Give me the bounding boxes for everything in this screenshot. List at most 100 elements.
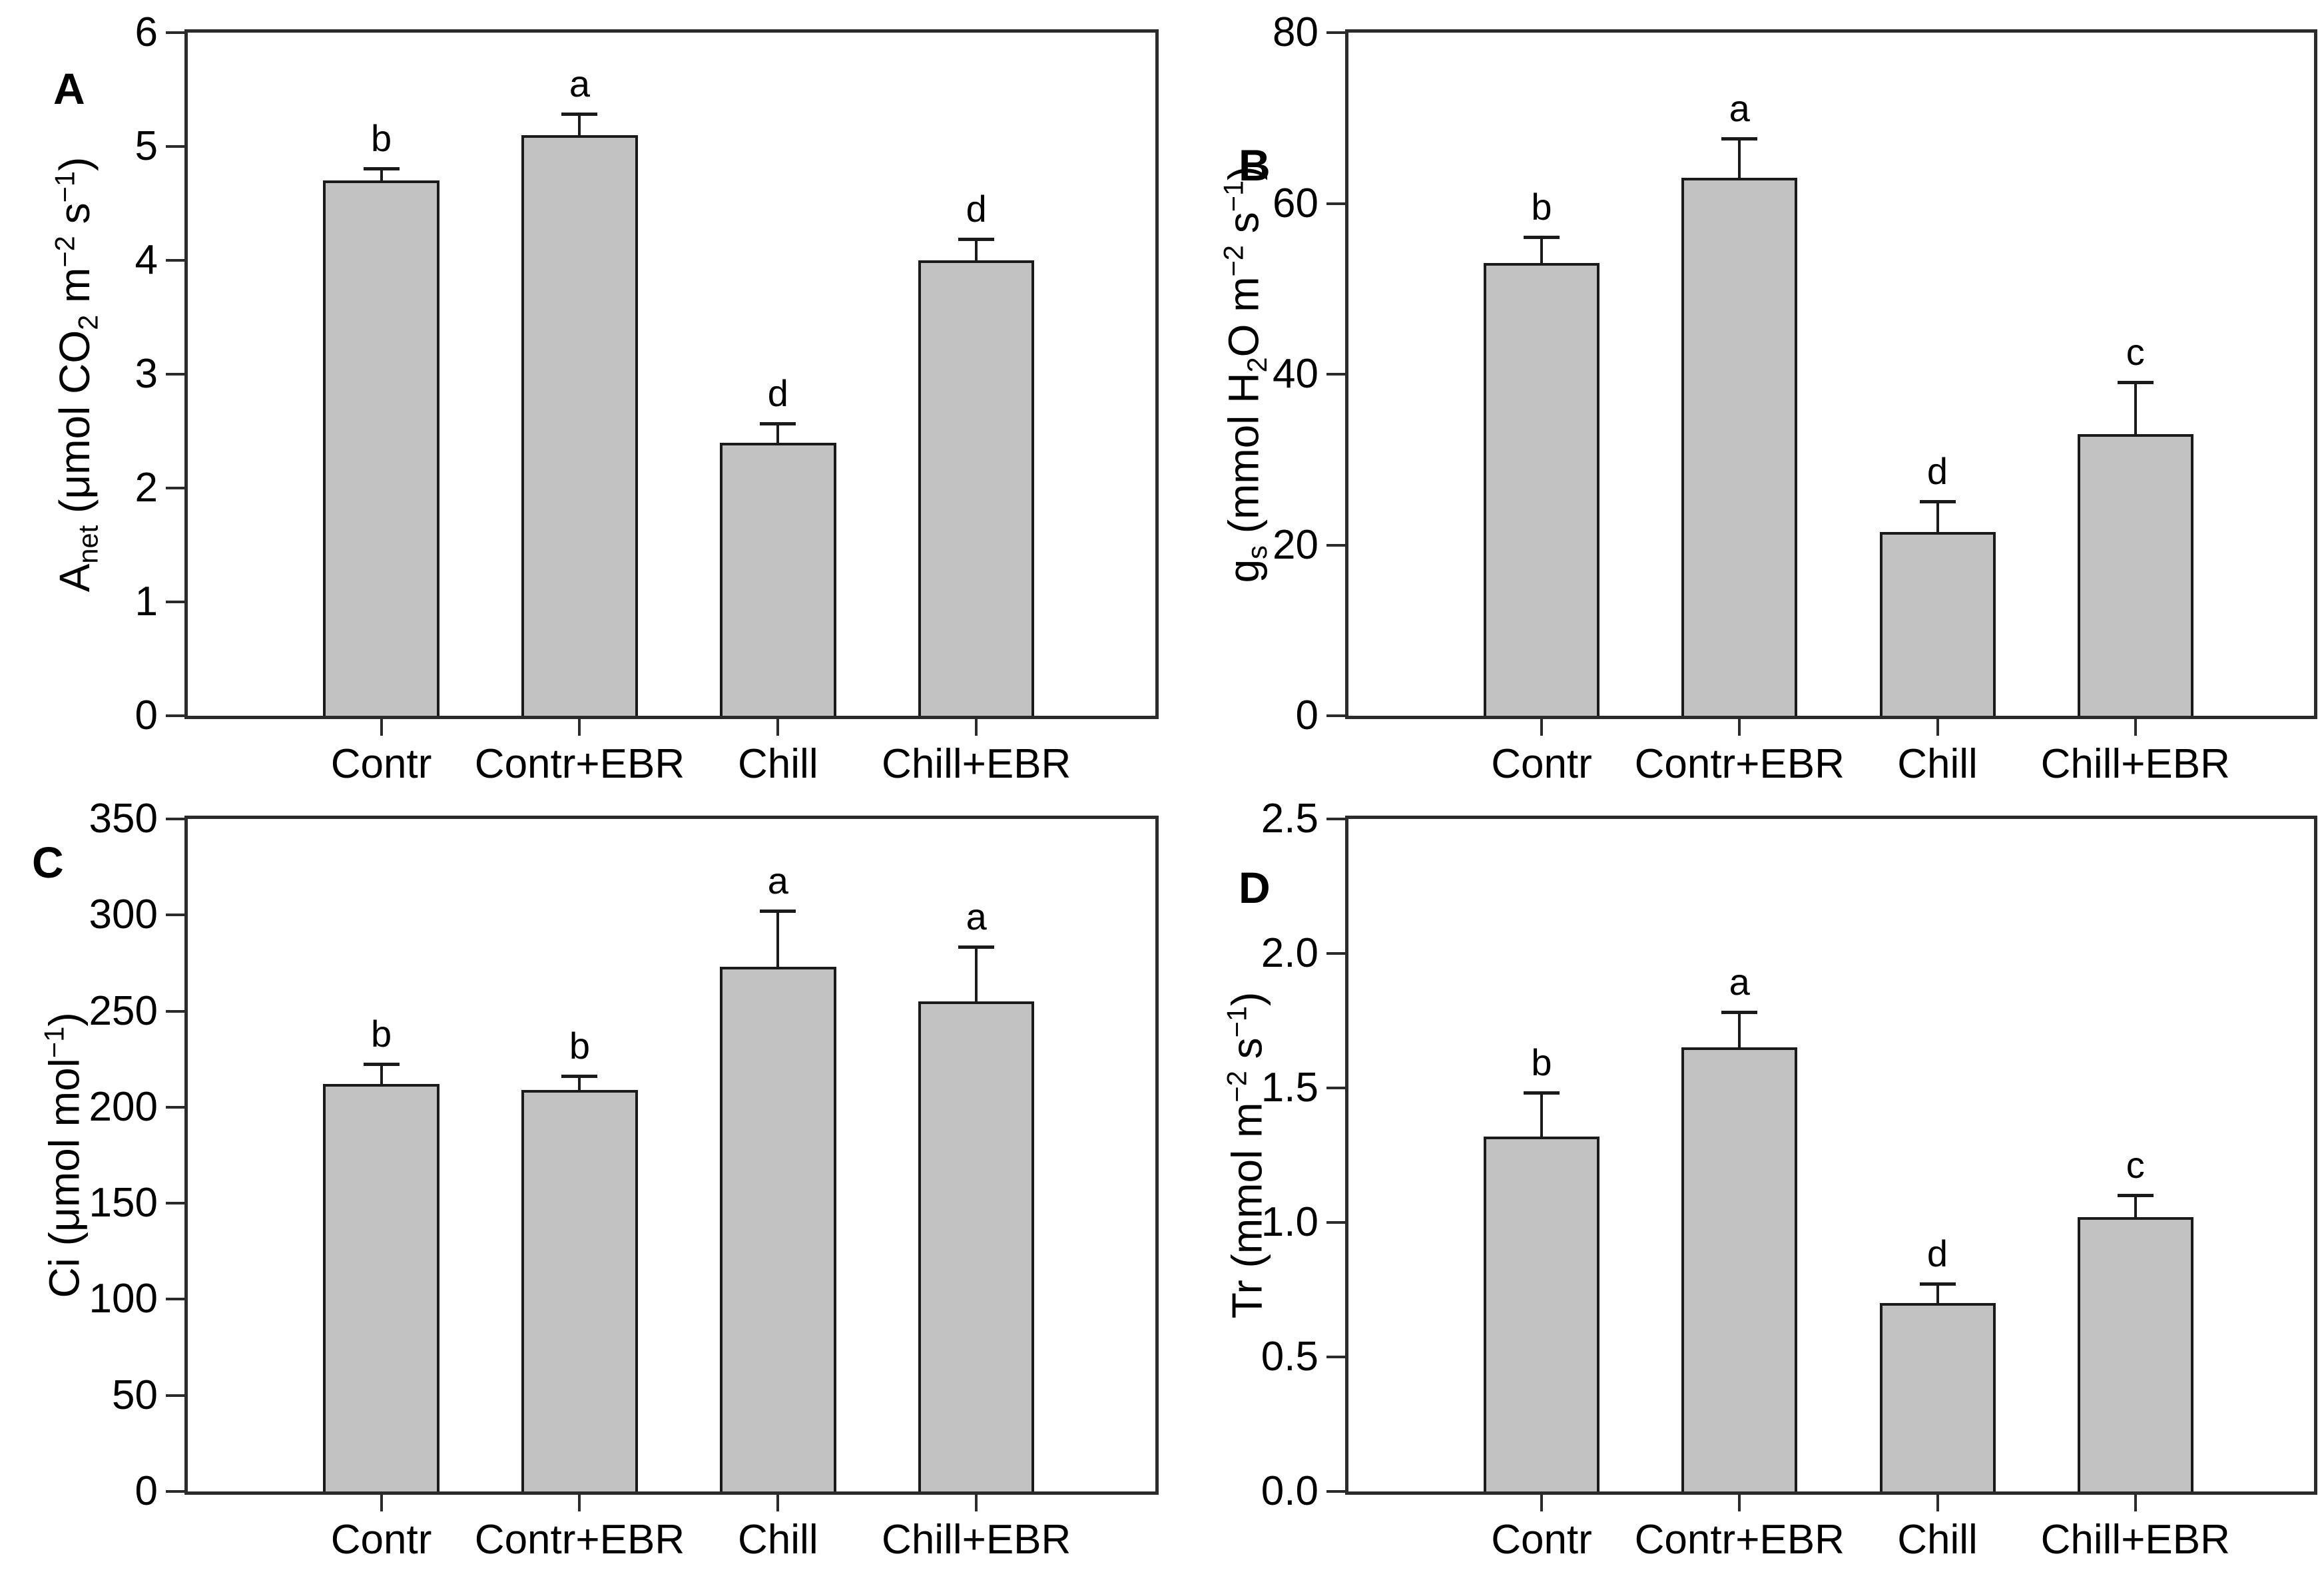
y-axis-tick xyxy=(166,373,184,376)
error-bar-stem xyxy=(975,947,978,1002)
label-segment: s xyxy=(1219,211,1268,245)
bar-Contr xyxy=(323,180,439,716)
x-category-label: Chill xyxy=(738,741,818,787)
label-segment: O m xyxy=(1219,276,1268,357)
significance-letter: a xyxy=(1729,960,1750,1003)
y-tick-label: 200 xyxy=(89,1083,158,1130)
significance-letter: a xyxy=(767,859,788,902)
significance-letter: b xyxy=(371,117,392,160)
bar-Contr xyxy=(1484,1136,1599,1491)
bar-Chill xyxy=(1879,1303,1996,1491)
y-axis-tick xyxy=(166,487,184,489)
bar-Contr+EBR xyxy=(1681,1047,1798,1491)
y-tick-label: 60 xyxy=(1273,180,1318,226)
y-axis-tick xyxy=(1326,202,1345,205)
x-axis-tick xyxy=(975,1495,978,1511)
error-bar-cap xyxy=(958,945,995,949)
bar-Chill+EBR xyxy=(2077,1216,2193,1491)
bar-Chill xyxy=(720,442,836,716)
error-bar-stem xyxy=(1936,502,1939,533)
label-segment: ) xyxy=(1222,991,1271,1006)
error-bar-stem xyxy=(578,115,581,135)
error-bar-cap xyxy=(760,909,796,913)
panel-A: A Anet (μmol CO2 m−2 s−1) 0 1 2 3 4 5 6 b Contr a… xyxy=(0,0,1162,793)
error-bar-stem xyxy=(380,169,383,181)
y-axis-tick xyxy=(1326,818,1345,820)
y-axis-tick xyxy=(166,145,184,148)
error-bar-cap xyxy=(2117,1193,2154,1197)
y-axis-tick xyxy=(1326,31,1345,34)
significance-letter: b xyxy=(569,1024,591,1067)
x-axis-tick xyxy=(2134,1495,2137,1511)
y-axis-tick xyxy=(166,1202,184,1205)
y-axis-tick xyxy=(166,259,184,262)
error-bar-cap xyxy=(1721,1010,1758,1014)
significance-letter: b xyxy=(371,1013,392,1055)
bar-Chill xyxy=(720,967,836,1491)
error-bar-cap xyxy=(363,167,400,171)
x-category-label: Chill xyxy=(1897,1517,1978,1563)
label-sup-segment: −2 xyxy=(49,235,81,268)
bar-Contr xyxy=(1484,263,1599,716)
significance-letter: b xyxy=(1531,185,1552,228)
error-bar-stem xyxy=(776,911,780,967)
x-category-label: Chill+EBR xyxy=(882,741,1071,787)
y-axis-tick xyxy=(1326,952,1345,955)
bar-Chill+EBR xyxy=(2077,433,2193,716)
label-segment: ) xyxy=(51,156,99,171)
label-sub-segment: 2 xyxy=(1241,356,1273,373)
y-axis-label-text: Tr (mmol m−2 s−1) xyxy=(1221,991,1271,1319)
y-axis-label-text: gs (mmol H2O m−2 s−1) xyxy=(1217,166,1273,583)
y-axis-tick xyxy=(1326,1356,1345,1358)
label-segment: s xyxy=(51,202,99,236)
y-tick-label: 4 xyxy=(135,237,158,283)
error-bar-cap xyxy=(1919,1282,1956,1286)
bar-Contr+EBR xyxy=(1681,178,1798,716)
y-axis-label-A: Anet (μmol CO2 m−2 s−1) xyxy=(27,29,127,719)
plot-area-C: 0 50 100 150 200 250 300 350 b Contr b Contr+EBR a Ch… xyxy=(89,798,1159,1561)
plot-area-A: 0 1 2 3 4 5 6 b Contr a Contr+EBR d Chill d Chill+EBR xyxy=(135,12,1159,785)
y-axis-tick xyxy=(166,1105,184,1109)
x-axis-tick xyxy=(1738,719,1741,736)
y-axis-label-text: Anet (μmol CO2 m−2 s−1) xyxy=(49,156,104,592)
y-axis-tick xyxy=(1326,1221,1345,1224)
y-axis-tick xyxy=(166,1009,184,1013)
error-bar-cap xyxy=(561,1074,598,1078)
error-bar-cap xyxy=(363,1063,400,1067)
y-tick-label: 150 xyxy=(89,1180,158,1226)
y-axis-tick xyxy=(166,818,184,820)
label-segment: Ci (μmol mol xyxy=(40,1058,89,1298)
y-tick-label: 0 xyxy=(1295,692,1318,738)
y-tick-label: 40 xyxy=(1273,351,1318,397)
error-bar-stem xyxy=(380,1065,383,1085)
x-axis-tick xyxy=(1936,719,1939,736)
y-tick-label: 2.0 xyxy=(1261,930,1318,976)
x-category-label: Contr+EBR xyxy=(1634,741,1845,787)
error-bar-cap xyxy=(760,422,796,426)
y-axis-tick xyxy=(1326,1490,1345,1493)
bar-Contr xyxy=(323,1084,439,1491)
y-tick-label: 250 xyxy=(89,987,158,1034)
y-tick-label: 1.5 xyxy=(1261,1065,1318,1111)
x-axis-tick xyxy=(380,719,383,736)
y-axis-label-D: Tr (mmol m−2 s−1) xyxy=(1195,816,1295,1495)
x-axis-tick xyxy=(1936,1495,1939,1511)
y-tick-label: 100 xyxy=(89,1276,158,1322)
x-axis-tick xyxy=(1540,1495,1543,1511)
x-axis-tick xyxy=(578,719,581,736)
label-sup-segment: −1 xyxy=(1217,180,1249,212)
x-axis-tick xyxy=(975,719,978,736)
bar-Chill+EBR xyxy=(918,260,1035,716)
error-bar-stem xyxy=(975,240,978,260)
error-bar-stem xyxy=(1738,1012,1741,1048)
panel-letter-B: B xyxy=(1239,140,1271,190)
label-segment: (μmol CO xyxy=(51,330,99,525)
error-bar-stem xyxy=(578,1076,581,1090)
error-bar-stem xyxy=(776,424,780,443)
y-tick-label: 50 xyxy=(112,1372,158,1418)
y-tick-label: 3 xyxy=(135,351,158,397)
x-axis-tick xyxy=(776,1495,780,1511)
panel-letter-A: A xyxy=(53,64,85,113)
x-axis-tick xyxy=(1540,719,1543,736)
bar-Chill+EBR xyxy=(918,1001,1035,1491)
